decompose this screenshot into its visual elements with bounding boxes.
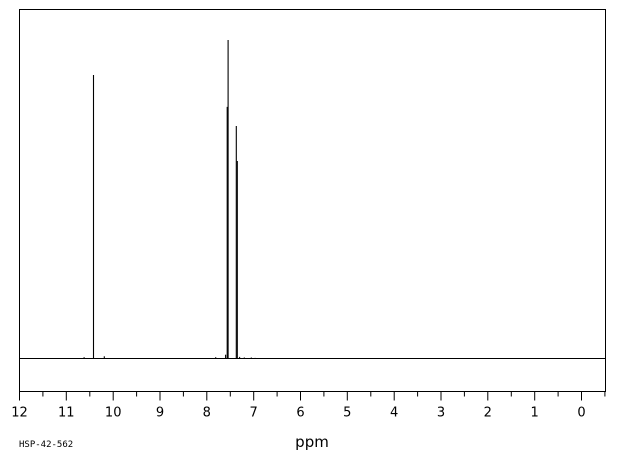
x-tick-label: 7 <box>250 406 258 421</box>
plot-frame <box>19 9 606 392</box>
x-tick-label: 8 <box>203 406 211 421</box>
x-axis-tick-labels: 12 11 10 9 8 7 6 5 4 3 2 1 0 <box>11 406 585 421</box>
x-tick-label: 11 <box>58 406 75 421</box>
x-tick-label: 2 <box>484 406 492 421</box>
x-tick-label: 10 <box>105 406 122 421</box>
x-tick-label: 5 <box>343 406 351 421</box>
x-tick-label: 6 <box>296 406 304 421</box>
spectrum-id-label: HSP-42-562 <box>19 440 73 450</box>
spectrum-peaks <box>83 40 256 359</box>
x-tick-label: 1 <box>531 406 539 421</box>
x-tick-label: 12 <box>11 406 28 421</box>
x-axis-ticks <box>19 391 606 401</box>
x-tick-label: 0 <box>577 406 585 421</box>
x-tick-label: 9 <box>156 406 164 421</box>
x-tick-label: 4 <box>390 406 398 421</box>
x-tick-label: 3 <box>437 406 445 421</box>
x-axis-label: ppm <box>295 433 329 451</box>
